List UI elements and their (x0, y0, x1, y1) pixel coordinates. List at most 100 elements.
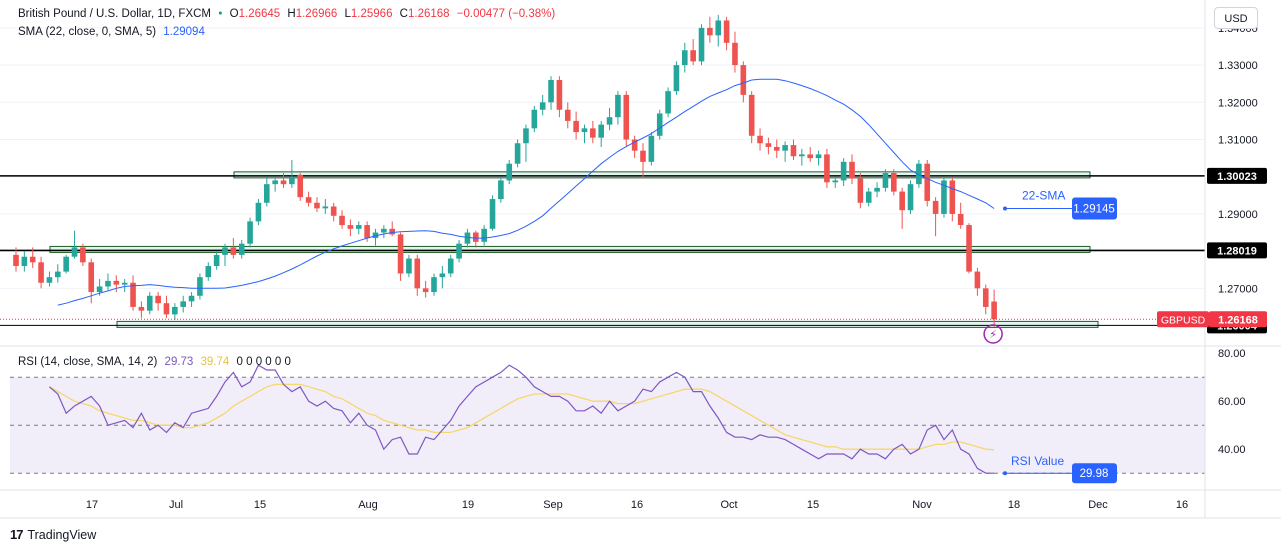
candle-body (782, 145, 788, 151)
support-resistance-zones (49, 171, 1099, 328)
sma-annotation-text: 22-SMA (1022, 189, 1065, 203)
candle-body (473, 232, 479, 242)
symbol-title[interactable]: British Pound / U.S. Dollar, 1D, FXCM (18, 8, 212, 20)
candle-body (272, 180, 278, 185)
time-tick-label: 15 (254, 499, 266, 511)
candle-body (489, 199, 496, 229)
sma-legend-label: SMA (22, close, 0, SMA, 5) (18, 26, 157, 38)
lightning-glyph: ⚡ (989, 328, 997, 341)
candle-body (506, 163, 513, 181)
time-tick-label: Aug (358, 499, 378, 511)
candle-body (924, 163, 931, 201)
candle-body (456, 243, 462, 259)
candle-body (322, 206, 329, 209)
rsi-legend-label: RSI (14, close, SMA, 14, 2) (18, 356, 158, 368)
time-axis[interactable]: 17 Jul 15 Aug 19 Sep 16 Oct 15 Nov 18 Dec 16 (86, 499, 1188, 511)
candle-body (682, 50, 688, 66)
level-zone (116, 320, 1099, 328)
candle-body (447, 258, 454, 274)
rsi-tick-label: 40.00 (1218, 444, 1246, 456)
candle-body (88, 262, 95, 293)
candle-body (865, 191, 872, 203)
time-tick-label: Sep (543, 499, 563, 511)
candle-body (556, 79, 563, 110)
open-label: O (229, 8, 239, 20)
brand-footer[interactable]: 17 TradingView (10, 527, 96, 542)
time-tick-label: Jul (169, 499, 183, 511)
candle-body (698, 27, 705, 62)
candle-body (222, 247, 228, 255)
level-zone (49, 245, 1091, 253)
level-price-label-bg (1207, 167, 1267, 184)
candle-body (297, 174, 304, 198)
level-price-label: 1.30023 (1217, 171, 1257, 183)
sma-legend[interactable]: SMA (22, close, 0, SMA, 5) 1.29094 (18, 26, 209, 38)
rsi-axis[interactable]: 80.00 60.00 40.00 (1218, 348, 1246, 456)
candle-body (748, 94, 755, 136)
candle-body (498, 180, 504, 200)
time-tick-label: 17 (86, 499, 98, 511)
candle-body (330, 206, 337, 216)
candle-body (46, 277, 53, 283)
price-tick-label: 1.27000 (1218, 283, 1258, 295)
candle-body (29, 256, 36, 263)
candle-body (623, 94, 630, 140)
candle-body (63, 256, 69, 272)
candle-body (707, 27, 713, 36)
candle-body (264, 184, 270, 203)
candle-body (289, 176, 295, 185)
candle-body (757, 135, 763, 144)
candle-body (665, 91, 671, 114)
candle-body (481, 228, 487, 242)
candle-body (21, 256, 28, 267)
candle-body (155, 295, 161, 304)
candle-body (832, 180, 839, 183)
candle-body (590, 128, 596, 138)
candle-body (55, 271, 61, 278)
candle-body (598, 124, 604, 138)
candle-body (230, 247, 237, 255)
candle-body (280, 180, 287, 185)
candle-body (882, 173, 889, 188)
last-price-label-bg (1209, 311, 1267, 328)
candle-body (431, 277, 437, 293)
candle-body (673, 65, 680, 92)
low-value: 1.25966 (350, 8, 393, 20)
sma-line (57, 78, 995, 306)
symbol-label: GBPUSD (1161, 314, 1206, 326)
sma-annotation-badge (1072, 197, 1117, 220)
candle-body (564, 109, 571, 121)
candle-body (606, 117, 613, 125)
rsi-annotation-badge (1072, 463, 1117, 484)
candle-body (949, 180, 956, 214)
time-tick-label: 16 (631, 499, 643, 511)
change-value: −0.00477 (−0.38%) (456, 8, 556, 20)
candle-body (824, 154, 830, 183)
time-tick-label: 15 (807, 499, 819, 511)
sma-annotation-value: 1.29145 (1073, 204, 1115, 216)
candle-body (305, 197, 312, 203)
candle-body (130, 282, 136, 307)
candle-body (548, 79, 554, 103)
annotations: 1.300231.280191.26004GBPUSD1.26168⚡22-SM… (0, 167, 1267, 484)
candle-body (397, 234, 404, 274)
currency-button[interactable]: USD (1214, 7, 1258, 29)
rsi-annotation-value: 29.98 (1080, 468, 1109, 480)
close-value: 1.26168 (407, 8, 450, 20)
candle-body (932, 200, 939, 214)
market-status-dot: ● (218, 10, 223, 18)
rsi-legend-value: 29.73 (164, 356, 194, 368)
candle-body (974, 271, 981, 289)
time-tick-label: Oct (720, 499, 737, 511)
tradingview-logo-icon: 17 (10, 527, 24, 542)
candle-body (807, 154, 813, 159)
time-tick-label: 18 (1008, 499, 1020, 511)
high-value: 1.26966 (295, 8, 338, 20)
high-label: H (287, 8, 296, 20)
rsi-legend[interactable]: RSI (14, close, SMA, 14, 2) 29.73 39.74 … (18, 356, 295, 368)
candle-body (523, 128, 529, 144)
candle-body (656, 113, 663, 136)
candle-body (464, 232, 471, 244)
candle-body (105, 280, 111, 287)
